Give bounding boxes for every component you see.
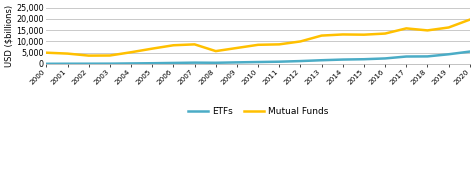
ETFs [128, 62, 134, 64]
ETFs [86, 63, 91, 65]
ETFs [276, 61, 282, 63]
Mutual Funds [383, 32, 388, 35]
Mutual Funds [191, 43, 197, 45]
ETFs [44, 63, 49, 65]
ETFs [298, 60, 303, 62]
Mutual Funds [255, 44, 261, 46]
Legend: ETFs, Mutual Funds: ETFs, Mutual Funds [184, 103, 332, 120]
Mutual Funds [403, 27, 409, 30]
Mutual Funds [319, 34, 325, 37]
Line: Mutual Funds: Mutual Funds [46, 20, 470, 56]
ETFs [149, 62, 155, 64]
Mutual Funds [446, 26, 452, 29]
Mutual Funds [86, 55, 91, 57]
ETFs [446, 53, 452, 55]
Mutual Funds [234, 47, 240, 49]
ETFs [403, 55, 409, 58]
Mutual Funds [44, 52, 49, 54]
ETFs [361, 58, 367, 60]
ETFs [425, 55, 430, 58]
Mutual Funds [213, 50, 219, 52]
Mutual Funds [171, 44, 176, 46]
ETFs [234, 61, 240, 64]
Mutual Funds [128, 51, 134, 53]
ETFs [467, 50, 473, 53]
Mutual Funds [64, 52, 70, 55]
ETFs [171, 62, 176, 64]
ETFs [319, 59, 325, 61]
ETFs [107, 63, 113, 65]
ETFs [64, 63, 70, 65]
ETFs [255, 61, 261, 63]
Mutual Funds [425, 29, 430, 32]
ETFs [340, 58, 346, 61]
Mutual Funds [340, 33, 346, 36]
Mutual Funds [298, 40, 303, 42]
ETFs [191, 61, 197, 64]
Mutual Funds [361, 33, 367, 36]
Mutual Funds [149, 48, 155, 50]
Mutual Funds [467, 18, 473, 21]
ETFs [213, 62, 219, 64]
Line: ETFs: ETFs [46, 52, 470, 64]
ETFs [383, 57, 388, 60]
Y-axis label: USD ($billions): USD ($billions) [4, 5, 13, 67]
Mutual Funds [107, 54, 113, 57]
Mutual Funds [276, 43, 282, 45]
